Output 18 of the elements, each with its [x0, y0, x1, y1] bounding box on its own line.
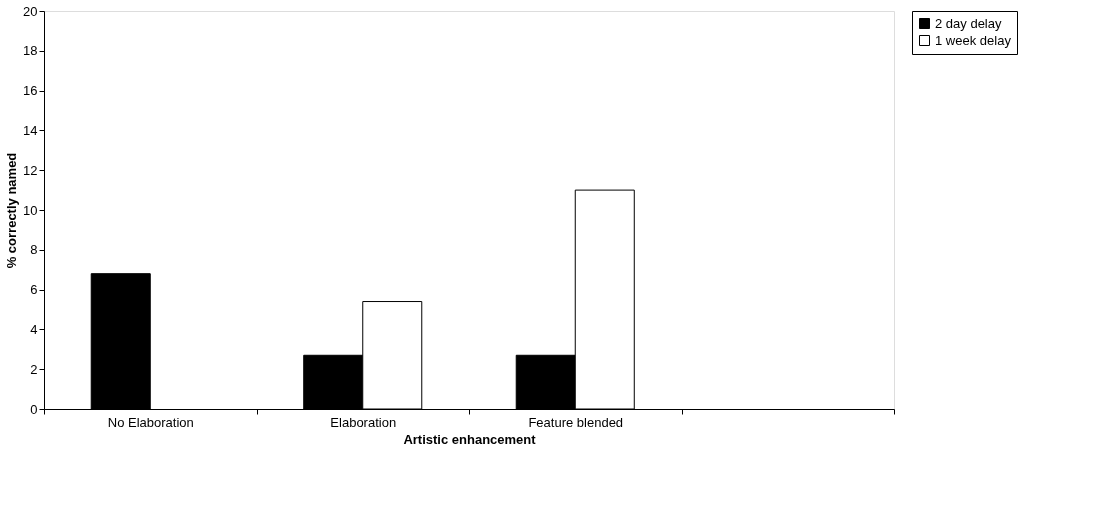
x-tick-label: Feature blended [528, 414, 624, 430]
y-tick-label: 6 [30, 282, 38, 298]
x-tick-label: Elaboration [330, 414, 397, 430]
x-axis-title: Artistic enhancement [403, 431, 537, 447]
y-tick-label: 16 [23, 83, 38, 99]
y-tick-label: 10 [23, 202, 38, 218]
legend-label: 1 week delay [935, 32, 1012, 48]
y-tick-label: 12 [23, 162, 38, 178]
x-tick-label: No Elaboration [107, 414, 194, 430]
y-tick-label: 2 [30, 361, 38, 377]
y-tick-label: 0 [30, 401, 38, 417]
y-axis-title: % correctly named [4, 152, 20, 269]
y-tick-label: 20 [23, 3, 38, 19]
legend-label: 2 day delay [935, 15, 1002, 31]
y-tick-label: 18 [23, 43, 38, 59]
y-tick-label: 14 [23, 122, 38, 138]
y-tick-label: 8 [30, 242, 38, 258]
y-tick-label: 4 [30, 321, 38, 337]
